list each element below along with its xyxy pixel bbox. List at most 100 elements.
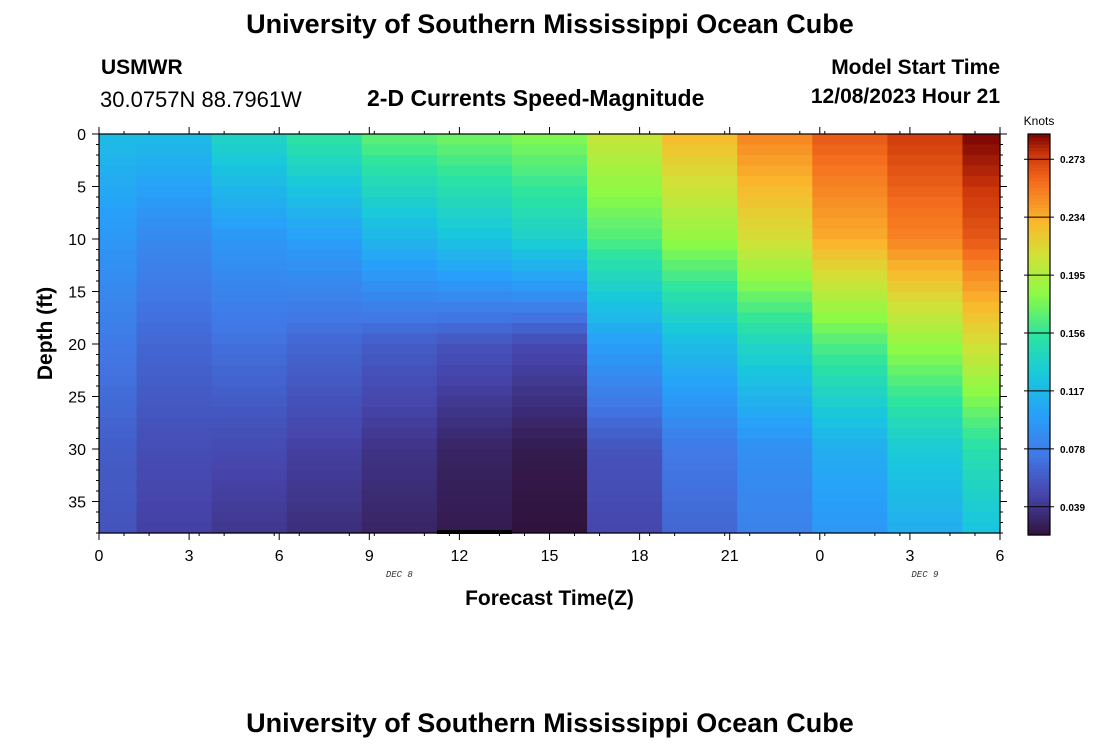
colorbar-segment xyxy=(1028,154,1050,158)
heatmap-cell xyxy=(286,249,363,261)
heatmap-cell xyxy=(436,417,513,429)
heatmap-cell xyxy=(812,207,888,219)
heatmap-cell xyxy=(962,302,1001,314)
heatmap-cell xyxy=(436,438,513,450)
heatmap-cell xyxy=(587,501,663,513)
heatmap-cell xyxy=(812,522,888,534)
colorbar-tick-label: 0.156 xyxy=(1060,329,1085,340)
heatmap-cell xyxy=(962,365,1001,377)
heatmap-cell xyxy=(99,323,138,335)
colorbar-segment xyxy=(1028,371,1050,376)
heatmap-cell xyxy=(737,491,813,503)
heatmap-cell xyxy=(286,449,363,461)
heatmap-cell xyxy=(136,480,213,492)
heatmap-cell xyxy=(662,260,738,272)
colorbar-segment xyxy=(1028,431,1050,436)
heatmap-cell xyxy=(587,207,663,219)
heatmap-cell xyxy=(286,459,363,471)
heatmap-cell xyxy=(737,323,813,335)
heatmap-cell xyxy=(136,386,213,398)
heatmap-cell xyxy=(962,522,1001,534)
colorbar-segment xyxy=(1028,441,1050,446)
heatmap-cell xyxy=(737,428,813,440)
heatmap-cell xyxy=(361,417,438,429)
heatmap-cell xyxy=(887,165,964,177)
heatmap-cell xyxy=(436,428,513,440)
heatmap-cell xyxy=(962,291,1001,303)
heatmap-cell xyxy=(99,438,138,450)
heatmap-cell xyxy=(812,375,888,387)
colorbar-segment xyxy=(1028,438,1050,443)
heatmap-cell xyxy=(436,344,513,356)
heatmap-cell xyxy=(962,260,1001,272)
heatmap-cell xyxy=(211,470,288,482)
colorbar-segment xyxy=(1028,451,1050,456)
colorbar-segment xyxy=(1028,197,1050,202)
heatmap-cell xyxy=(211,407,288,419)
heatmap-cell xyxy=(511,144,588,156)
heatmap-cell xyxy=(136,165,213,177)
heatmap-cell xyxy=(211,239,288,251)
heatmap-cell xyxy=(99,312,138,324)
heatmap-cell xyxy=(211,480,288,492)
heatmap-cell xyxy=(211,522,288,534)
heatmap-cell xyxy=(286,438,363,450)
page-title-repeat: University of Southern Mississippi Ocean… xyxy=(246,708,854,738)
heatmap-cell xyxy=(99,302,138,314)
heatmap-cell xyxy=(662,155,738,167)
heatmap-cell xyxy=(286,302,363,314)
colorbar-segment xyxy=(1028,434,1050,439)
heatmap-cell xyxy=(812,428,888,440)
colorbar-segment xyxy=(1028,200,1050,205)
heatmap-cell xyxy=(962,396,1001,408)
colorbar-segment xyxy=(1028,524,1050,529)
heatmap-cell xyxy=(662,333,738,345)
heatmap-cell xyxy=(737,312,813,324)
colorbar-segment xyxy=(1028,194,1050,199)
heatmap-cell xyxy=(286,155,363,167)
colorbar-segment xyxy=(1028,264,1050,269)
heatmap-cell xyxy=(511,333,588,345)
current-speed-heatmap: 0 3 6 9 12 15 18 21 0 3 6 DEC 8 DEC 9 0 5 10 15 20 25 30 35 F… xyxy=(34,114,1085,610)
heatmap-cell xyxy=(587,134,663,146)
heatmap-cell xyxy=(737,386,813,398)
heatmap-cell xyxy=(436,480,513,492)
heatmap-cell xyxy=(361,239,438,251)
colorbar-segment xyxy=(1028,511,1050,516)
colorbar-segment xyxy=(1028,150,1050,155)
colorbar-segment xyxy=(1028,498,1050,503)
heatmap-cell xyxy=(436,470,513,482)
colorbar-tick-label: 0.039 xyxy=(1060,503,1085,514)
heatmap-cell xyxy=(662,354,738,366)
heatmap-cell xyxy=(737,302,813,314)
colorbar-segment xyxy=(1028,334,1050,339)
heatmap-cell xyxy=(812,312,888,324)
heatmap-cell xyxy=(436,134,513,146)
colorbar-segment xyxy=(1028,224,1050,229)
heatmap-cell xyxy=(211,228,288,240)
heatmap-cell xyxy=(587,186,663,198)
heatmap-cell xyxy=(962,417,1001,429)
y-tick-label: 10 xyxy=(68,232,86,249)
heatmap-cell xyxy=(887,239,964,251)
heatmap-cell xyxy=(136,176,213,188)
colorbar-segment xyxy=(1028,177,1050,182)
heatmap-cell xyxy=(662,417,738,429)
heatmap-cell xyxy=(136,302,213,314)
heatmap-cell xyxy=(662,375,738,387)
x-tick-label: 18 xyxy=(631,548,649,565)
colorbar-segment xyxy=(1028,287,1050,292)
heatmap-cell xyxy=(99,333,138,345)
heatmap-cell xyxy=(812,491,888,503)
colorbar-segment xyxy=(1028,491,1050,496)
heatmap-cell xyxy=(436,302,513,314)
heatmap-cell xyxy=(436,207,513,219)
heatmap-cell xyxy=(812,323,888,335)
heatmap-cell xyxy=(99,512,138,524)
colorbar-segment xyxy=(1028,217,1050,222)
heatmap-cell xyxy=(286,134,363,146)
heatmap-cell xyxy=(286,522,363,534)
colorbar-segment xyxy=(1028,408,1050,412)
heatmap-cell xyxy=(361,144,438,156)
heatmap-cell xyxy=(662,134,738,146)
